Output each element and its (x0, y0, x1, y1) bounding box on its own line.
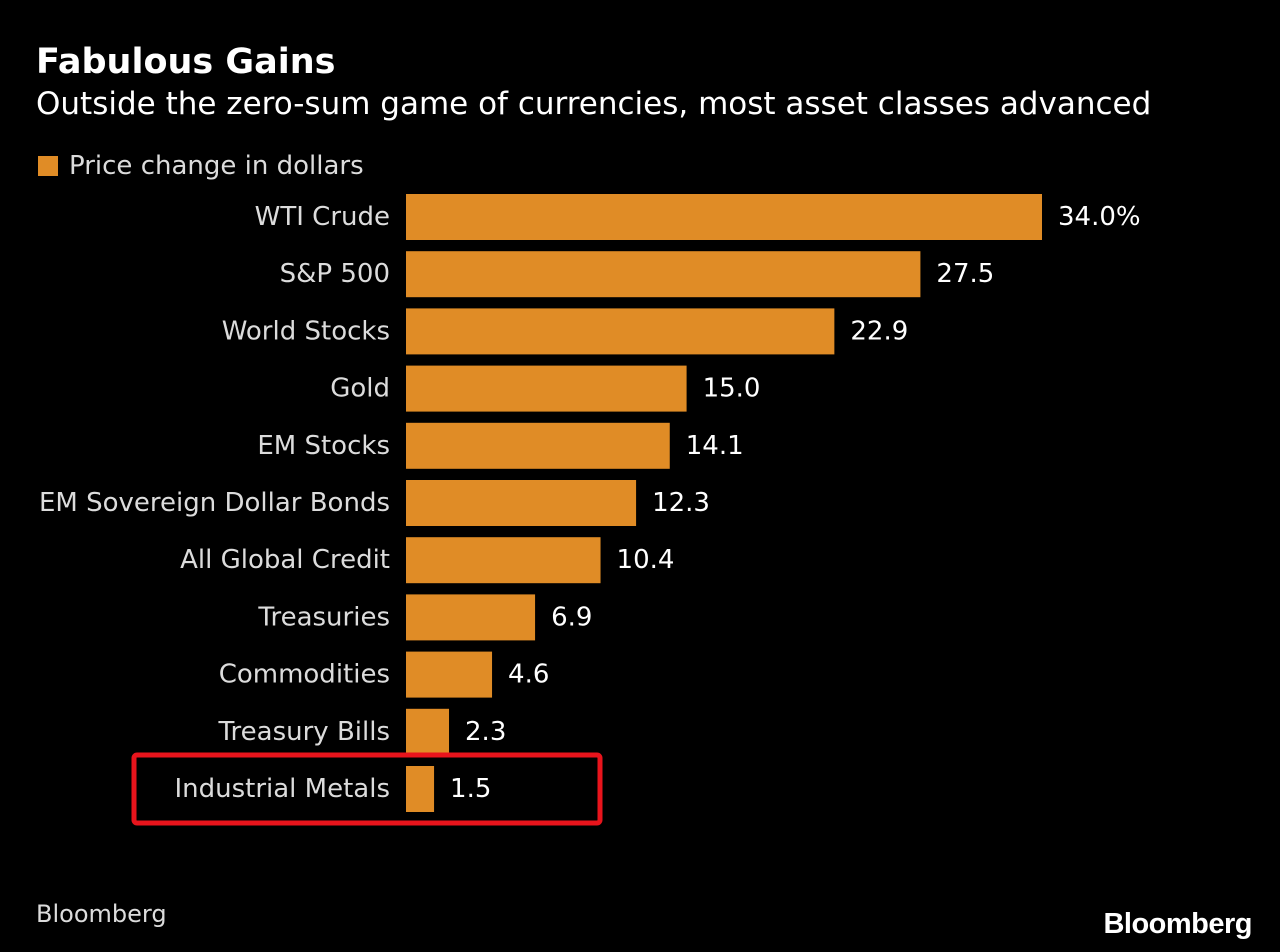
bloomberg-logo: Bloomberg (1103, 908, 1252, 940)
bar-commodities (406, 651, 493, 698)
legend-label: Price change in dollars (69, 151, 364, 181)
value-label-wti-crude: 34.0% (1058, 202, 1141, 232)
category-label-world-stocks: World Stocks (222, 316, 390, 346)
legend-swatch (38, 156, 58, 176)
category-label-industrial-metals: Industrial Metals (174, 774, 390, 804)
category-label-treasuries: Treasuries (257, 602, 390, 632)
bar-s-p-500 (406, 251, 921, 298)
category-label-commodities: Commodities (219, 660, 390, 690)
bar-treasury-bills (406, 708, 450, 755)
category-label-em-sovereign-dollar-bonds: EM Sovereign Dollar Bonds (39, 488, 390, 518)
category-label-s-p-500: S&P 500 (280, 259, 390, 289)
value-label-gold: 15.0 (703, 374, 761, 404)
bar-treasuries (406, 594, 536, 641)
category-label-em-stocks: EM Stocks (257, 431, 390, 461)
value-label-em-stocks: 14.1 (686, 431, 744, 461)
category-label-wti-crude: WTI Crude (255, 202, 390, 232)
bar-wti-crude (406, 194, 1042, 240)
category-label-all-global-credit: All Global Credit (180, 545, 390, 575)
value-label-treasury-bills: 2.3 (465, 717, 506, 747)
category-label-treasury-bills: Treasury Bills (217, 717, 390, 747)
bar-world-stocks (406, 308, 835, 355)
bar-gold (406, 365, 687, 412)
value-label-world-stocks: 22.9 (850, 316, 908, 346)
chart-title: Fabulous Gains (36, 42, 336, 82)
bar-industrial-metals (406, 766, 435, 812)
bar-em-stocks (406, 422, 670, 469)
chart-subtitle: Outside the zero-sum game of currencies,… (36, 86, 1152, 122)
value-label-all-global-credit: 10.4 (617, 545, 675, 575)
category-label-gold: Gold (330, 374, 390, 404)
value-label-treasuries: 6.9 (551, 602, 592, 632)
bar-em-sovereign-dollar-bonds (406, 480, 637, 526)
highlight-box (131, 752, 603, 826)
legend: Price change in dollars (38, 148, 364, 184)
value-label-s-p-500: 27.5 (936, 259, 994, 289)
value-label-em-sovereign-dollar-bonds: 12.3 (652, 488, 710, 518)
source-note: Bloomberg (36, 900, 167, 928)
value-label-commodities: 4.6 (508, 660, 549, 690)
value-label-industrial-metals: 1.5 (450, 774, 491, 804)
bar-all-global-credit (406, 537, 601, 584)
